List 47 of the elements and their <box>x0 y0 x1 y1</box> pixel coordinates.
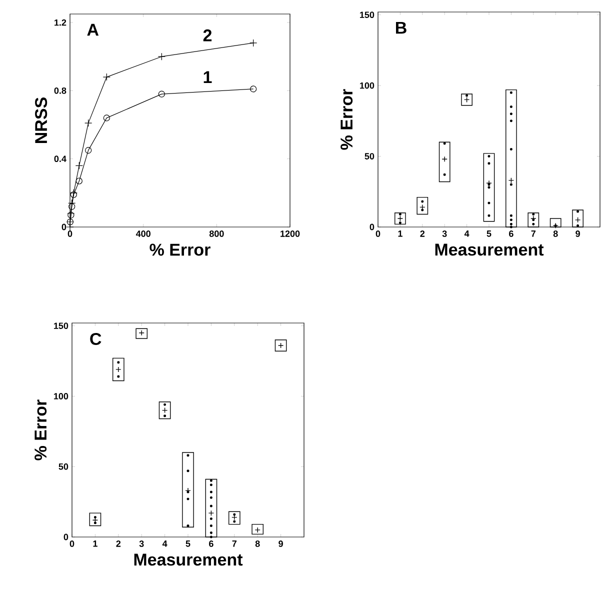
chart-title: C <box>90 332 102 345</box>
y-tick-label: 0 <box>370 224 374 230</box>
x-axis-title: Measurement <box>435 244 544 256</box>
y-tick-label: 100 <box>360 82 374 89</box>
x-tick-label: 8 <box>255 540 260 547</box>
y-tick-label: 50 <box>364 153 374 160</box>
y-tick-label: 0 <box>64 534 68 540</box>
x-tick-label: 1 <box>398 230 402 237</box>
x-tick-label: 4 <box>162 540 168 547</box>
series-label: 1 <box>204 71 212 83</box>
y-tick-label: 150 <box>54 322 68 330</box>
y-tick-label: 100 <box>54 393 68 400</box>
x-tick-label: 2 <box>420 230 425 237</box>
chart-title: B <box>396 22 406 34</box>
series-label: 2 <box>203 29 212 42</box>
y-tick-label: 0.4 <box>54 156 66 162</box>
x-tick-label: 7 <box>232 540 237 547</box>
x-tick-label: 9 <box>576 230 580 237</box>
x-tick-label: 2 <box>116 540 121 547</box>
x-tick-label: 1 <box>93 540 98 547</box>
x-axis-title: Measurement <box>134 554 243 566</box>
y-tick-label: 150 <box>360 12 374 18</box>
y-tick-label: 0.8 <box>54 87 66 94</box>
x-tick-label: 5 <box>186 540 190 547</box>
y-tick-label: 0 <box>62 224 66 230</box>
y-tick-label: 50 <box>58 463 68 470</box>
x-tick-label: 0 <box>70 540 74 547</box>
x-tick-label: 8 <box>553 230 558 237</box>
x-tick-label: 400 <box>136 230 150 237</box>
y-tick-label: 1.2 <box>54 19 66 26</box>
x-tick-label: 6 <box>209 540 214 547</box>
x-tick-label: 9 <box>278 540 283 547</box>
x-tick-label: 0 <box>376 230 380 237</box>
x-tick-label: 0 <box>68 230 72 237</box>
chart-title: A <box>87 24 99 36</box>
y-axis-title: % Error <box>34 400 47 460</box>
y-axis-title: NRSS <box>35 98 48 143</box>
x-tick-label: 6 <box>509 230 514 237</box>
x-tick-label: 3 <box>139 540 144 547</box>
x-tick-label: 4 <box>464 230 470 237</box>
x-tick-label: 7 <box>531 230 536 237</box>
x-tick-label: 1200 <box>280 230 300 237</box>
x-axis-title: % Error <box>150 244 210 256</box>
x-tick-label: 800 <box>209 230 224 237</box>
y-axis-title: % Error <box>340 89 353 150</box>
x-tick-label: 5 <box>486 230 492 237</box>
x-tick-label: 3 <box>442 230 447 237</box>
